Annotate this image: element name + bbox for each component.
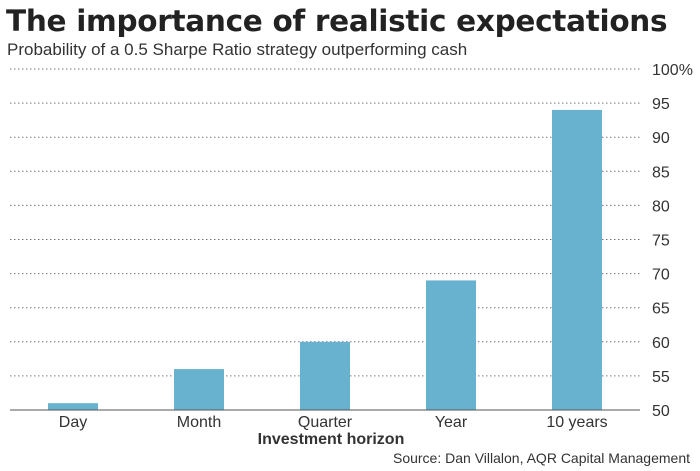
chart-subtitle: Probability of a 0.5 Sharpe Ratio strate… [7, 40, 468, 59]
y-tick-label: 85 [652, 164, 670, 181]
y-tick-label: 80 [652, 198, 670, 215]
y-tick-label: 75 [652, 233, 670, 250]
x-tick-label: Year [435, 414, 468, 431]
y-tick-label: 65 [652, 301, 670, 318]
y-tick-label: 55 [652, 369, 670, 386]
x-tick-label: 10 years [546, 414, 607, 431]
bar [426, 280, 476, 410]
source-note: Source: Dan Villalon, AQR Capital Manage… [392, 450, 690, 466]
bar [174, 369, 224, 410]
x-axis-title: Investment horizon [258, 431, 405, 448]
x-tick-label: Day [59, 414, 87, 431]
y-tick-label: 100% [652, 62, 693, 79]
chart-title: The importance of realistic expectations [6, 4, 668, 38]
y-tick-label: 95 [652, 96, 670, 113]
x-tick-label: Month [177, 414, 221, 431]
bars [48, 109, 602, 411]
y-tick-label: 60 [652, 335, 670, 352]
y-tick-label: 50 [652, 403, 670, 420]
x-tick-labels: Day Month Quarter Year 10 years [59, 414, 608, 431]
gridlines [10, 68, 640, 377]
y-tick-label: 70 [652, 267, 670, 284]
y-tick-label: 90 [652, 130, 670, 147]
x-tick-label: Quarter [298, 414, 353, 431]
bar [300, 341, 350, 410]
bar [48, 403, 98, 410]
bar [552, 109, 602, 411]
y-tick-labels: 50 55 60 65 70 75 80 85 90 95 100% [652, 62, 693, 420]
